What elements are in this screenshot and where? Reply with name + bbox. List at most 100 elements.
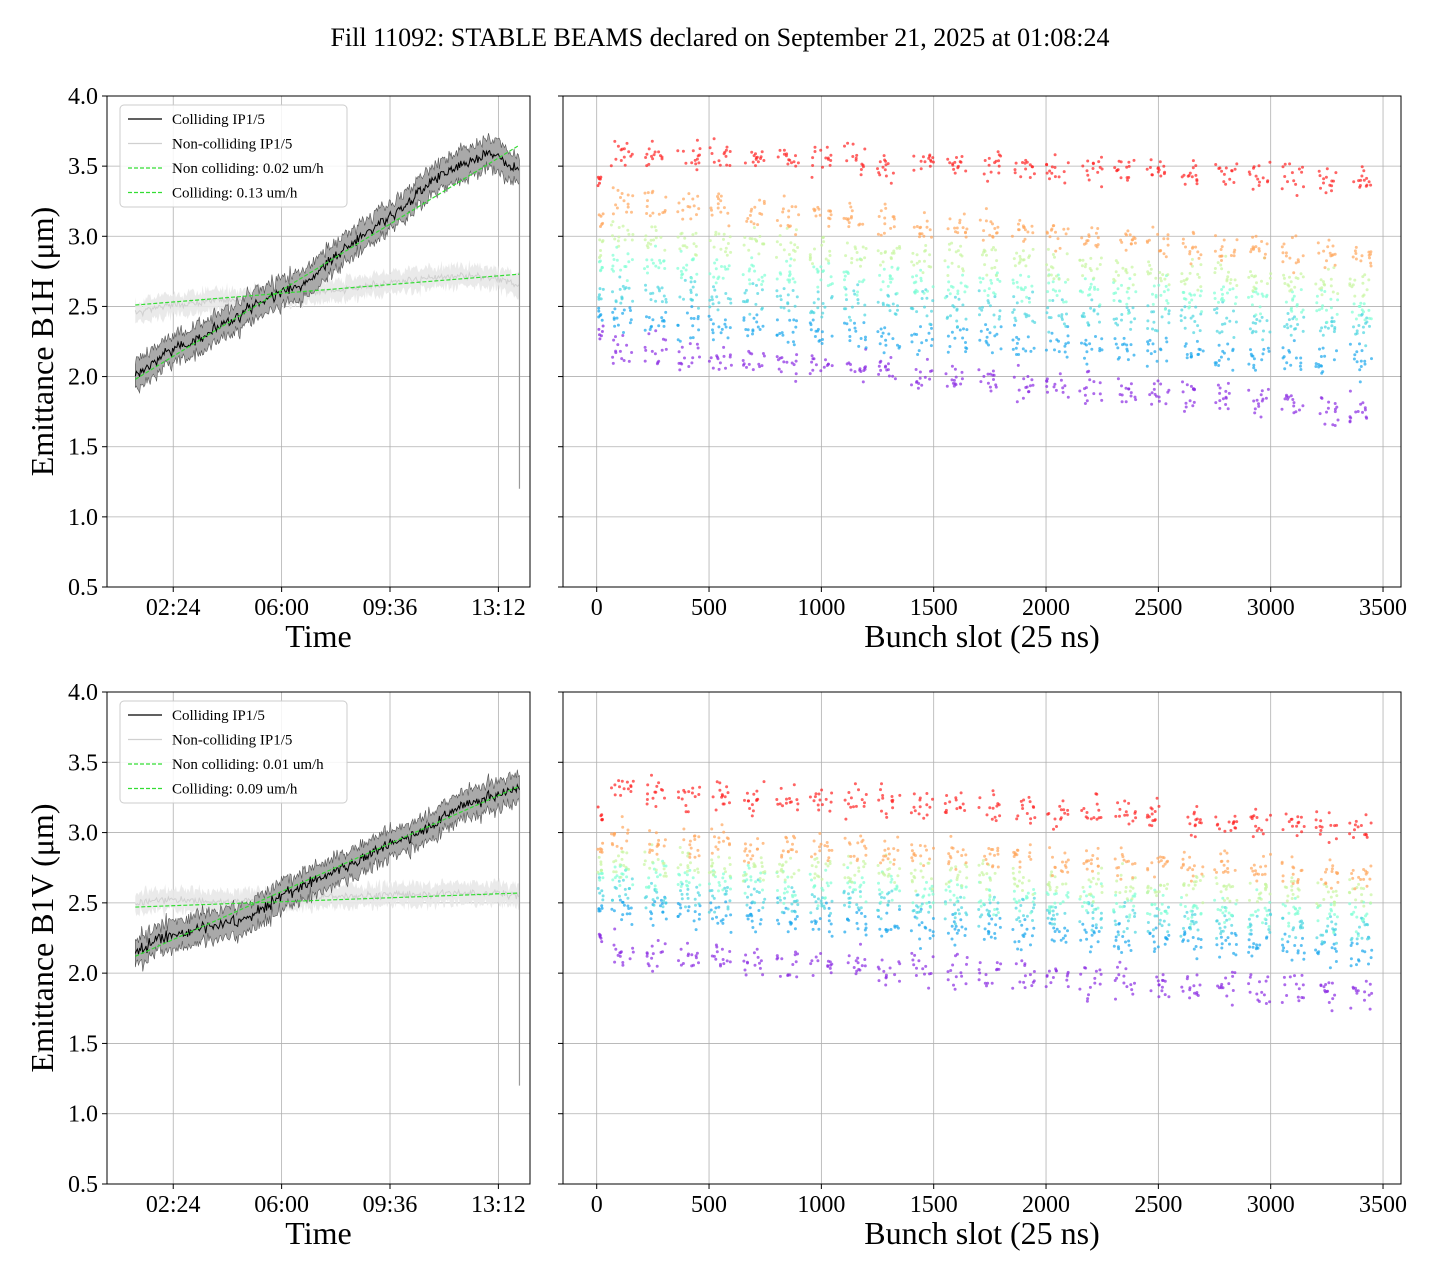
data-point [728,150,732,153]
data-point [985,984,988,988]
data-point [1214,401,1218,405]
data-point [647,886,651,890]
data-point [1181,862,1185,866]
data-point [624,286,628,290]
data-point [1195,973,1199,977]
data-point [714,845,718,849]
data-point [778,974,782,978]
data-point [1188,250,1192,253]
data-point [1226,870,1230,874]
data-point [912,853,916,857]
data-point [1255,900,1259,904]
data-point [1167,312,1171,316]
data-point [1314,282,1318,286]
data-point [1294,936,1298,940]
data-point [1233,826,1237,830]
data-point [847,802,850,806]
data-point [1028,973,1032,977]
data-point [912,168,916,172]
data-point [884,812,888,816]
data-point [1094,926,1098,930]
data-point [690,298,694,302]
data-point [614,859,618,863]
data-point [1052,827,1055,831]
data-point [978,276,982,280]
data-point [949,856,953,860]
data-point [1114,893,1118,897]
data-point [790,161,793,165]
data-point [1098,165,1102,169]
data-point [677,350,681,354]
data-point [931,299,935,303]
data-point [893,925,897,929]
data-point [1362,302,1366,306]
data-point [827,906,831,910]
data-point [892,251,896,255]
data-point [716,277,720,281]
data-point [1052,926,1056,930]
data-point [983,854,987,858]
data-point [863,958,867,961]
data-point [1182,291,1186,294]
data-point [685,873,689,877]
data-point [1333,263,1337,267]
data-point [1320,286,1324,290]
data-point [819,369,823,373]
data-point [787,309,791,313]
data-point [1085,909,1088,912]
data-point [859,173,863,177]
data-point [862,865,866,869]
data-point [692,963,695,967]
data-point [1186,917,1190,921]
data-point [756,955,760,959]
data-point [830,934,834,938]
data-point [1299,923,1303,927]
data-point [614,203,618,207]
data-point [681,272,685,276]
data-point [1290,306,1293,310]
data-point [1058,289,1061,293]
data-point [625,839,629,843]
data-point [918,370,922,374]
data-point [1319,933,1323,937]
data-point [1331,864,1335,868]
data-point [792,783,796,787]
data-point [718,883,722,887]
data-point [918,805,922,809]
data-point [1146,342,1150,346]
data-point [877,171,881,175]
data-point [1126,919,1130,923]
data-point [717,840,721,844]
data-point [856,283,860,287]
data-point [722,345,726,349]
data-point [794,164,798,168]
data-point [1057,930,1061,934]
data-point [1064,280,1067,284]
data-point [742,362,746,366]
data-point [621,334,625,337]
data-point [1098,982,1102,986]
data-point [689,336,693,340]
data-point [1349,1006,1353,1010]
data-point [912,805,916,809]
data-point [787,280,791,284]
data-point [808,872,812,876]
data-point [920,383,924,387]
data-point [1053,875,1057,879]
data-point [1064,865,1068,869]
data-point [958,870,962,874]
data-point [1323,283,1327,287]
data-point [794,917,797,921]
data-point [696,346,700,350]
data-point [1194,945,1198,948]
data-point [1026,230,1030,234]
data-point [829,159,833,162]
data-point [1099,972,1103,976]
data-point [729,930,733,934]
data-point [1222,172,1226,176]
data-point [1025,295,1029,299]
data-point [1057,277,1061,281]
data-point [1257,896,1261,900]
data-point [862,881,866,884]
data-point [1228,281,1232,285]
